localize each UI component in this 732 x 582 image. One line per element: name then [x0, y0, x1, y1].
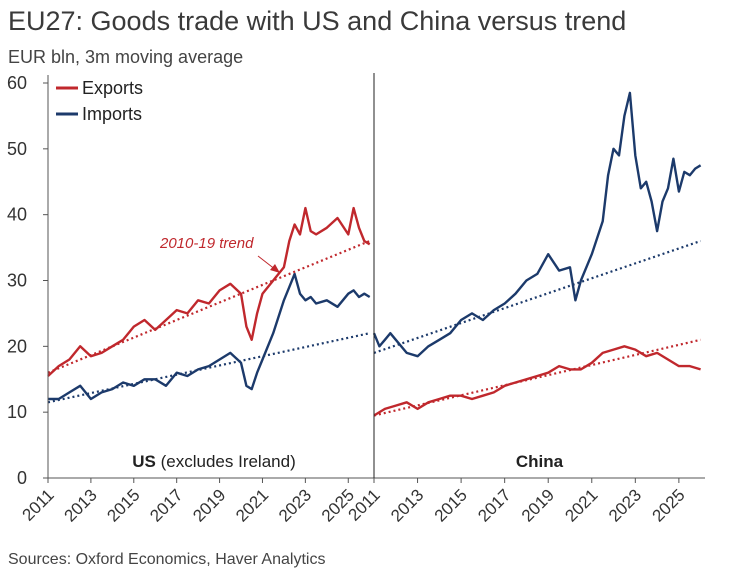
- x-tick-label: 2019: [189, 485, 229, 525]
- x-tick-label: 2017: [474, 485, 514, 525]
- chart-subtitle: EUR bln, 3m moving average: [8, 47, 244, 67]
- x-tick-label: 2015: [103, 485, 143, 525]
- labels-layer: US (excludes Ireland) China Exports Imports…: [56, 78, 564, 471]
- us-exports-trend-line: [47, 239, 371, 374]
- panel-label-note: (excludes Ireland): [156, 452, 296, 471]
- x-tick-label: 2019: [518, 485, 558, 525]
- y-tick-label: 50: [7, 139, 27, 159]
- us-imports-line: [48, 272, 371, 401]
- us-imports-trend-line: [47, 332, 370, 404]
- source-note: Sources: Oxford Economics, Haver Analyti…: [8, 551, 326, 568]
- y-tick-label: 40: [7, 205, 27, 225]
- panel-label-china: China: [516, 452, 564, 471]
- china-exports-trend-line: [373, 338, 701, 417]
- series-layer: [47, 91, 702, 417]
- panel-label-bold: China: [516, 452, 564, 471]
- y-tick-label: 0: [17, 468, 27, 488]
- china-imports-line: [372, 91, 702, 358]
- x-tick-label: 2017: [146, 485, 186, 525]
- x-tick-label: 2023: [275, 485, 315, 525]
- legend-label-exports: Exports: [82, 78, 143, 98]
- y-tick-label: 20: [7, 336, 27, 356]
- annotation-arrow-head: [270, 264, 280, 273]
- legend-label-imports: Imports: [82, 104, 142, 124]
- chart-title: EU27: Goods trade with US and China vers…: [8, 6, 627, 36]
- y-tick-label: 60: [7, 73, 27, 93]
- y-tick-label: 30: [7, 271, 27, 291]
- x-tick-label: 2013: [61, 485, 101, 525]
- trend-annotation: 2010-19 trend: [159, 235, 254, 252]
- y-tick-label: 10: [7, 402, 27, 422]
- us-exports-line: [47, 206, 371, 377]
- x-tick-label: 2011: [19, 485, 58, 524]
- x-tick-label: 2025: [649, 485, 689, 525]
- panel-label-us: US (excludes Ireland): [132, 452, 295, 471]
- china-imports-trend-line: [373, 239, 701, 354]
- x-tick-label: 2023: [605, 485, 645, 525]
- x-tick-label: 2015: [431, 485, 471, 525]
- x-tick-label: 2021: [561, 485, 601, 525]
- x-tick-label: 2013: [387, 485, 427, 525]
- panel-label-bold: US: [132, 452, 156, 471]
- x-tick-label: 2021: [232, 485, 272, 525]
